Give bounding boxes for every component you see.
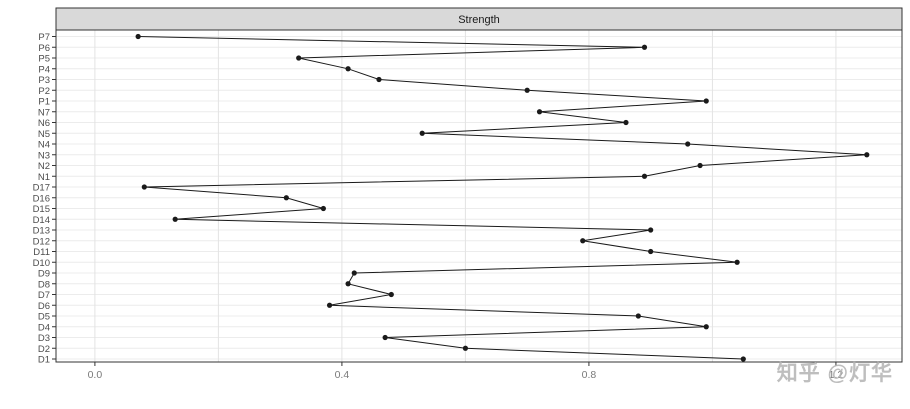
y-axis-label: D1 bbox=[38, 355, 50, 366]
y-axis-label: P4 bbox=[38, 64, 50, 75]
panel-border bbox=[55, 29, 903, 363]
y-axis-label: N1 bbox=[38, 172, 50, 183]
gridlines bbox=[56, 30, 902, 362]
data-point bbox=[135, 33, 141, 40]
y-axis-label: D14 bbox=[33, 215, 50, 226]
y-axis-label: D15 bbox=[33, 204, 50, 215]
data-point bbox=[419, 130, 425, 136]
y-axis-label: D9 bbox=[38, 269, 50, 280]
data-point bbox=[326, 302, 333, 308]
data-point bbox=[320, 205, 326, 212]
data-point bbox=[172, 216, 178, 222]
data-point bbox=[345, 281, 351, 287]
x-axis-label: 0.4 bbox=[335, 369, 350, 381]
y-axis-label: P6 bbox=[38, 43, 50, 54]
y-axis-label: P5 bbox=[38, 54, 50, 65]
data-point bbox=[462, 345, 469, 351]
y-axis: P7P6P5P4P3P2P1N7N6N5N4N3N2N1D17D16D15D14… bbox=[33, 32, 56, 366]
watermark: 知乎 @灯华 bbox=[777, 361, 893, 385]
data-point bbox=[623, 119, 629, 126]
data-point bbox=[388, 291, 394, 298]
data-point bbox=[648, 227, 654, 233]
y-axis-label: D16 bbox=[33, 193, 50, 204]
y-axis-label: D8 bbox=[38, 279, 50, 290]
data-point bbox=[703, 324, 709, 330]
y-axis-label: N5 bbox=[38, 129, 50, 140]
y-axis-label: D12 bbox=[33, 236, 50, 247]
chart-title: Strength bbox=[458, 14, 500, 26]
y-axis-label: P1 bbox=[38, 97, 50, 108]
y-axis-label: D3 bbox=[38, 333, 50, 344]
data-point bbox=[141, 184, 147, 190]
data-point bbox=[376, 76, 382, 83]
y-axis-label: D13 bbox=[33, 226, 50, 237]
y-axis-label: N7 bbox=[38, 107, 50, 118]
y-axis-label: N2 bbox=[38, 161, 50, 172]
data-point bbox=[351, 270, 357, 276]
y-axis-label: D17 bbox=[33, 183, 50, 194]
x-axis-label: 0.0 bbox=[88, 369, 103, 381]
x-axis-label: 0.8 bbox=[582, 369, 597, 381]
data-point bbox=[345, 66, 351, 72]
data-point bbox=[864, 152, 870, 158]
y-axis-label: D5 bbox=[38, 312, 50, 323]
x-axis: 0.0 0.4 0.8 1.2 bbox=[88, 362, 844, 381]
chart-panel bbox=[56, 30, 902, 362]
data-point bbox=[382, 334, 388, 341]
data-point bbox=[524, 87, 530, 93]
data-point bbox=[635, 313, 641, 319]
y-axis-label: P2 bbox=[38, 86, 50, 97]
data-point bbox=[703, 98, 709, 104]
data-point bbox=[648, 248, 654, 255]
data-point bbox=[734, 259, 740, 265]
data-point bbox=[740, 356, 746, 362]
y-axis-label: P3 bbox=[38, 75, 50, 86]
data-point bbox=[580, 238, 586, 244]
y-axis-label: D11 bbox=[33, 247, 50, 258]
data-point bbox=[536, 109, 543, 115]
data-point bbox=[641, 173, 648, 179]
y-axis-label: D10 bbox=[33, 258, 50, 269]
data-series bbox=[135, 33, 870, 362]
y-axis-label: D7 bbox=[38, 290, 50, 301]
data-point bbox=[283, 195, 289, 201]
y-axis-label: D2 bbox=[38, 344, 50, 355]
y-axis-label: N3 bbox=[38, 150, 50, 161]
data-point bbox=[697, 162, 703, 169]
data-point bbox=[641, 44, 648, 50]
y-axis-label: N4 bbox=[38, 140, 50, 151]
data-point bbox=[296, 55, 302, 61]
y-axis-label: D4 bbox=[38, 322, 50, 333]
y-axis-label: N6 bbox=[38, 118, 50, 129]
y-axis-label: P7 bbox=[38, 32, 50, 43]
data-point bbox=[685, 141, 691, 147]
y-axis-label: D6 bbox=[38, 301, 50, 312]
x-axis-label: 1.2 bbox=[829, 369, 844, 381]
